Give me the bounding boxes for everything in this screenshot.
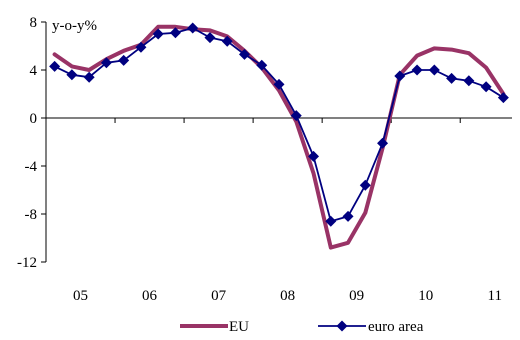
- data-point: [480, 81, 492, 93]
- y-tick-label: -8: [25, 207, 38, 223]
- axes: -12 -8 -4 0 4 8 05 06 07 08 09 10 11: [17, 15, 512, 304]
- y-axis-label: y-o-y%: [52, 18, 97, 34]
- x-tick-label: 05: [73, 288, 88, 304]
- data-point: [325, 215, 337, 227]
- x-tick-label: 06: [142, 288, 158, 304]
- data-point: [256, 59, 268, 71]
- data-point: [83, 71, 95, 83]
- x-tick-label: 08: [280, 288, 295, 304]
- data-point: [463, 75, 475, 87]
- data-point: [359, 179, 371, 191]
- data-point: [342, 210, 354, 222]
- y-tick-label: -4: [25, 159, 38, 175]
- data-point: [497, 92, 509, 104]
- data-point: [187, 22, 199, 34]
- x-tick-label: 10: [418, 288, 433, 304]
- data-point: [446, 72, 458, 84]
- data-point: [118, 54, 130, 66]
- data-point: [290, 110, 302, 122]
- series-layer: [49, 22, 509, 250]
- data-point: [169, 27, 181, 39]
- legend-label-eu: EU: [229, 319, 249, 335]
- data-point: [152, 28, 164, 40]
- data-point: [394, 70, 406, 82]
- data-point: [49, 60, 61, 72]
- y-tick-label: 0: [30, 111, 38, 127]
- y-tick-label: -12: [17, 255, 37, 271]
- data-point: [204, 32, 216, 44]
- data-point: [428, 64, 440, 76]
- y-tick-label: 8: [30, 15, 38, 31]
- y-tick-label: 4: [30, 63, 38, 79]
- x-tick-label: 11: [488, 288, 502, 304]
- legend: EU euro area: [180, 319, 424, 335]
- data-point: [308, 150, 320, 162]
- x-tick-label: 09: [349, 288, 364, 304]
- data-point: [377, 137, 389, 149]
- data-point: [100, 57, 112, 69]
- data-point: [238, 48, 250, 60]
- data-point: [135, 41, 147, 53]
- legend-label-euro-area: euro area: [368, 319, 424, 335]
- series-line-eu: [52, 24, 506, 250]
- x-tick-label: 07: [211, 288, 227, 304]
- data-point: [66, 69, 78, 81]
- legend-marker-euro-area: [336, 320, 348, 332]
- data-point: [221, 35, 233, 47]
- data-point: [411, 64, 423, 76]
- data-point: [273, 78, 285, 90]
